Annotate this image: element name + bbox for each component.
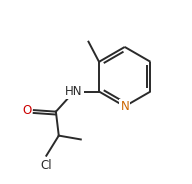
Text: N: N: [120, 100, 129, 113]
Text: O: O: [22, 104, 31, 117]
Text: Cl: Cl: [41, 159, 52, 172]
Text: HN: HN: [65, 85, 83, 98]
